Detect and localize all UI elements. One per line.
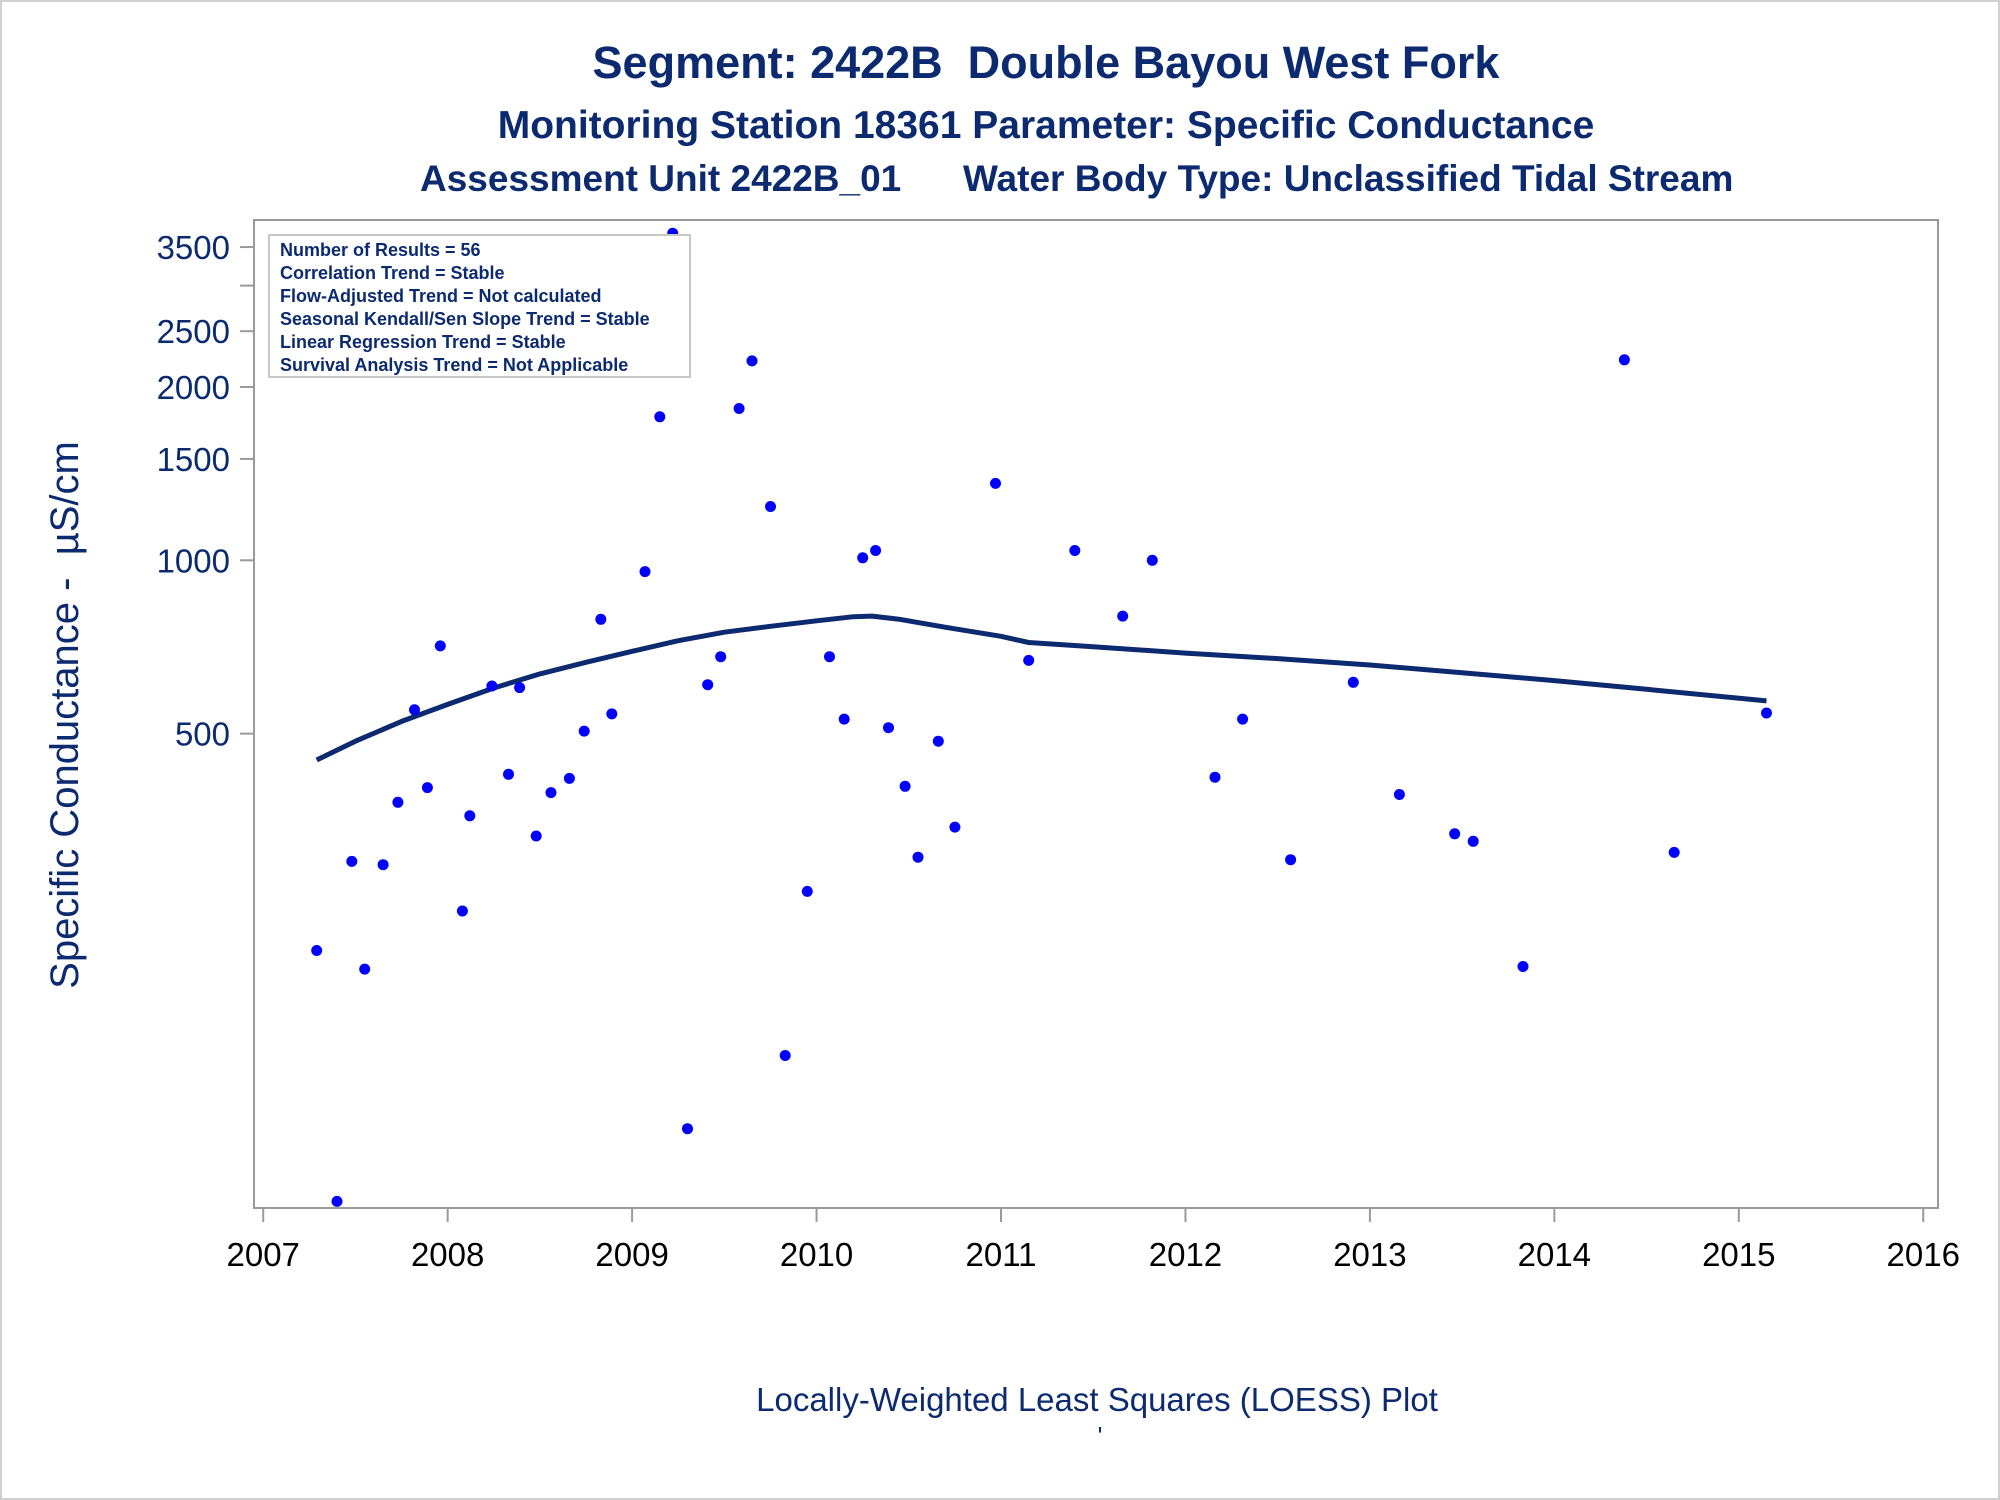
x-tick-label: 2011 [966,1236,1037,1273]
data-point [639,566,651,578]
data-point [1761,707,1772,719]
data-point [1668,846,1680,858]
y-tick-label: 1500 [157,441,230,478]
data-point [1146,554,1158,566]
legend: Number of Results = 56 Correlation Trend … [268,234,691,378]
data-point [932,735,944,747]
data-point [857,552,869,564]
data-point [331,1195,343,1207]
chart-subtitle-water-body-type: Water Body Type: Unclassified Tidal Stre… [963,158,1733,199]
legend-line: Number of Results = 56 [280,240,481,260]
x-tick-label: 2014 [1518,1236,1591,1273]
data-point [1467,835,1479,847]
data-point [514,682,526,694]
data-point [392,796,404,808]
data-point [746,355,758,367]
data-point [545,787,557,799]
data-point [765,501,776,512]
data-point [377,859,389,871]
data-point [1209,771,1221,783]
loess-layer [315,613,1767,763]
data-point [682,1123,693,1135]
legend-line: Linear Regression Trend = Stable [280,332,566,352]
data-point [949,821,961,833]
data-point [311,945,323,956]
y-tick-label: 2500 [157,313,230,350]
data-point [1393,789,1405,800]
x-axis-label: Locally-Weighted Least Squares (LOESS) P… [756,1381,1438,1418]
chart-subtitle: Monitoring Station 18361 Parameter: Spec… [498,104,1595,147]
x-tick-label: 2009 [595,1236,668,1273]
data-point [801,885,813,897]
x-tick-label: 2013 [1333,1236,1406,1273]
data-point [1347,676,1359,688]
legend-lines: Number of Results = 56 Correlation Trend … [280,240,650,375]
data-point [715,651,727,663]
chart-title: Segment: 2422B Double Bayou West Fork [593,37,1501,88]
data-point [486,680,498,692]
data-point [434,640,446,652]
y-tick-label: 2000 [157,369,230,406]
data-point [654,411,666,423]
y-tick-label: 1000 [157,542,230,579]
y-axis: 500 1000 1500 2000 2500 3500 [157,229,254,753]
data-point [899,780,911,792]
plot-area-frame [253,219,1939,1209]
data-point [1285,854,1297,866]
x-tick-label: 2008 [411,1236,484,1273]
data-point [1449,828,1461,840]
data-point [1069,545,1081,556]
data-point [464,810,476,822]
x-tick-label: 2007 [227,1236,300,1273]
data-point [702,679,714,691]
data-point [733,403,745,414]
chart-subtitle-assessment-unit: Assessment Unit 2422B_01 [420,158,901,199]
loess-line [315,613,1767,763]
data-point [870,545,882,556]
data-point [578,725,590,737]
x-tick-label: 2016 [1887,1236,1960,1273]
footnote-mark: ' [1098,1421,1103,1451]
data-point [1618,354,1630,366]
legend-line: Seasonal Kendall/Sen Slope Trend = Stabl… [280,309,650,329]
data-point [563,772,575,784]
data-point [421,782,433,794]
data-point [1517,961,1529,972]
x-axis: 2007 2008 2009 2010 2011 2012 2013 2014 2015 2016 [227,1208,1960,1273]
legend-box [268,234,691,378]
data-point [779,1050,791,1061]
x-tick-label: 2010 [780,1236,853,1273]
data-point [346,855,358,867]
data-point [595,613,607,625]
data-point [409,704,420,716]
data-point [456,905,468,917]
data-point [530,830,542,842]
data-point [359,963,371,975]
data-point [990,477,1001,489]
x-tick-label: 2012 [1149,1236,1222,1273]
data-point [1117,610,1129,622]
data-point [1023,654,1035,666]
data-point [606,708,618,720]
data-point [1237,713,1249,725]
x-tick-label: 2015 [1702,1236,1775,1273]
data-point [503,768,514,780]
data-point [824,651,835,663]
y-tick-label: 500 [175,716,230,753]
y-tick-label: 3500 [157,229,230,266]
legend-line: Flow-Adjusted Trend = Not calculated [280,286,602,306]
y-axis-label: Specific Conductance - µS/cm [43,441,87,989]
points-layer [311,227,1772,1207]
data-point [912,851,924,863]
data-point [883,722,894,734]
legend-line: Survival Analysis Trend = Not Applicable [280,355,628,375]
legend-line: Correlation Trend = Stable [280,263,505,283]
data-point [838,713,850,725]
